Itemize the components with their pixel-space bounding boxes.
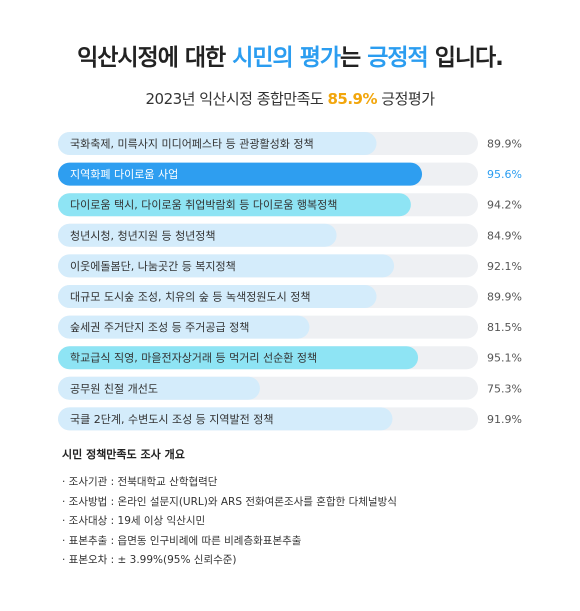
- bar: [58, 315, 310, 339]
- survey-overview: 시민 정책만족도 조사 개요 · 조사기관 : 전북대학교 산학협력단 · 조사…: [62, 446, 542, 572]
- bar-value-label: 89.9%: [487, 138, 522, 151]
- bar: [58, 346, 419, 370]
- bar-value-label: 89.9%: [487, 291, 522, 304]
- satisfaction-bar-chart: 국화축제, 미륵사지 미디어페스타 등 관광활성화 정책 89.9% 지역화폐 다이…: [58, 132, 522, 431]
- bar-value-label: 95.1%: [487, 352, 522, 365]
- subtitle-part2: 긍정평가: [377, 90, 435, 108]
- bar-category-label: 국클 2단계, 수변도시 조성 등 지역발전 정책: [70, 413, 274, 426]
- bar-category-label: 국화축제, 미륵사지 미디어페스타 등 관광활성화 정책: [70, 137, 314, 151]
- headline-part2: 는: [340, 45, 368, 71]
- survey-overview-row: · 표본오차 : ± 3.99%(95% 신뢰수준): [62, 554, 237, 566]
- subtitle-part1: 2023년 익산시정 종합만족도: [145, 90, 328, 108]
- bar-category-label: 숲세권 주거단지 조성 등 주거공급 정책: [70, 321, 249, 334]
- bar-category-label: 대규모 도시숲 조성, 치유의 숲 등 녹색정원도시 정책: [70, 291, 311, 304]
- survey-overview-row: · 조사대상 : 19세 이상 익산시민: [62, 515, 206, 527]
- bar: [58, 162, 423, 186]
- bar: [58, 193, 411, 217]
- headline-part1: 익산시정에 대한: [77, 45, 233, 71]
- bar: [58, 285, 377, 308]
- survey-overview-row: · 조사기관 : 전북대학교 산학협력단: [62, 476, 218, 488]
- bar: [58, 132, 377, 155]
- survey-overview-title: 시민 정책만족도 조사 개요: [62, 448, 185, 461]
- bar: [58, 223, 337, 247]
- bar-value-label: 91.9%: [487, 413, 522, 426]
- bar-value-label: 81.5%: [487, 321, 522, 334]
- survey-overview-row: · 표본추출 : 읍면동 인구비례에 따른 비례층화표본추출: [62, 534, 302, 547]
- bar: [58, 407, 393, 431]
- bar-value-label: 75.3%: [487, 382, 522, 395]
- bar-value-label: 95.6%: [487, 168, 522, 181]
- bar: [58, 376, 260, 400]
- bar-value-label: 94.2%: [487, 199, 522, 212]
- headline-highlight-2: 긍정적: [367, 45, 428, 71]
- headline-highlight-1: 시민의 평가: [232, 45, 341, 71]
- bar-category-label: 공무원 친절 개선도: [70, 382, 158, 395]
- bar-value-label: 84.9%: [487, 229, 522, 242]
- bar-category-label: 이웃에돌봄단, 나눔곳간 등 복지정책: [70, 260, 236, 273]
- survey-overview-row: · 조사방법 : 온라인 설문지(URL)와 ARS 전화여론조사를 혼합한 다…: [62, 495, 397, 508]
- bar: [58, 254, 395, 278]
- subtitle-percentage: 85.9%: [327, 90, 378, 108]
- subtitle: 2023년 익산시정 종합만족도 85.9% 긍정평가: [0, 88, 580, 109]
- bar-category-label: 다이로움 택시, 다이로움 취업박람회 등 다이로움 행복정책: [70, 199, 337, 212]
- bar-category-label: 학교급식 직영, 마을전자상거래 등 먹거리 선순환 정책: [70, 352, 317, 365]
- bar-category-label: 지역화폐 다이로움 사업: [70, 168, 178, 181]
- bar-category-label: 청년시청, 청년지원 등 청년정책: [70, 229, 216, 242]
- headline: 익산시정에 대한 시민의 평가는 긍정적 입니다.: [0, 38, 580, 72]
- bar-value-label: 92.1%: [487, 260, 522, 273]
- headline-part3: 입니다.: [427, 45, 504, 71]
